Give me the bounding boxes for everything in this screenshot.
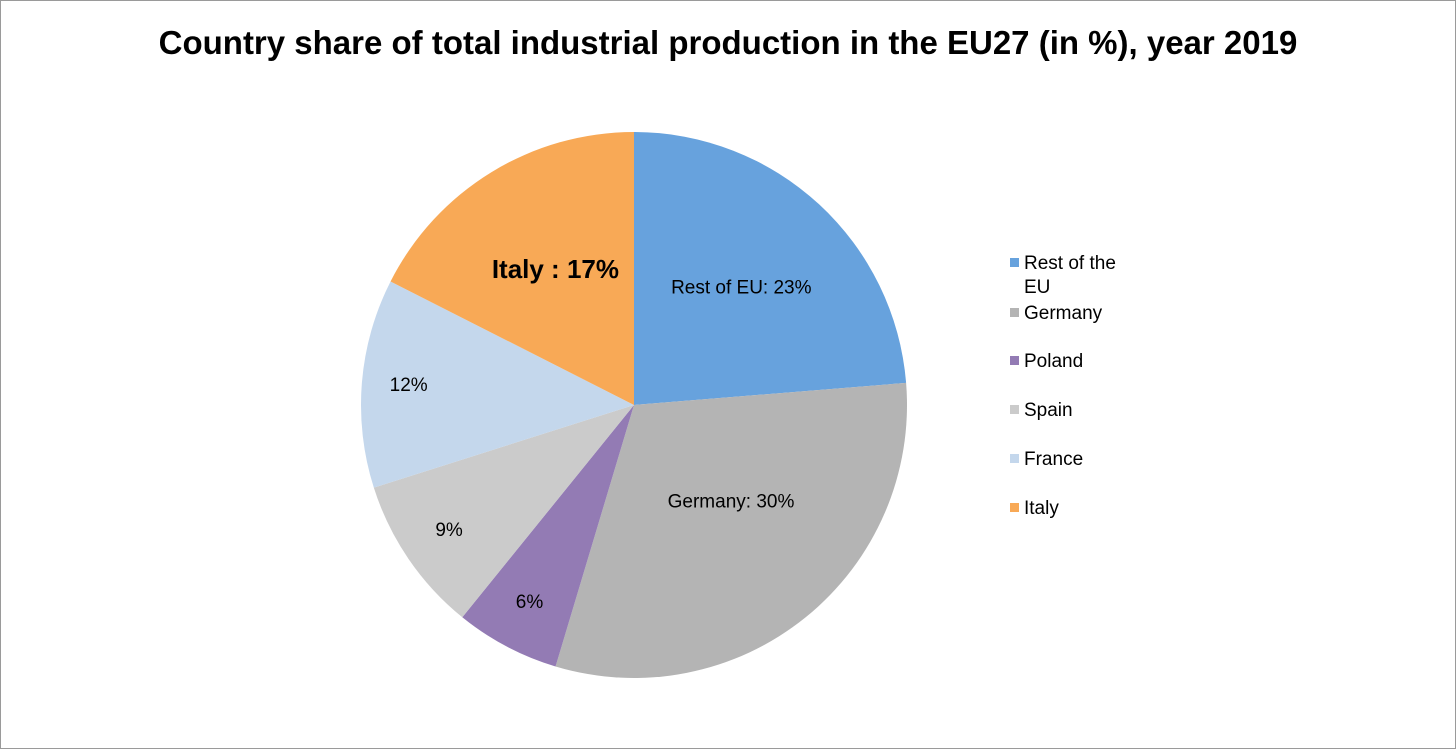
slice-label-germany: Germany: 30%	[668, 492, 795, 513]
pie-slice-germany	[555, 382, 908, 678]
legend-item-poland: Poland	[1010, 350, 1144, 374]
legend-item-italy: Italy	[1010, 497, 1144, 521]
legend-item-spain: Spain	[1010, 399, 1144, 423]
legend-item-germany: Germany	[1010, 302, 1144, 326]
legend-label: France	[1024, 449, 1084, 470]
legend-label: Germany	[1024, 303, 1103, 324]
legend-swatch	[1010, 308, 1019, 317]
chart-title: Country share of total industrial produc…	[158, 24, 1298, 61]
pie-slice-italy	[390, 131, 634, 405]
slice-label-france: 12%	[390, 375, 428, 396]
legend-label: Spain	[1024, 400, 1073, 421]
legend-swatch	[1010, 454, 1019, 463]
legend-swatch	[1010, 356, 1019, 365]
pie-slice-poland	[462, 405, 634, 667]
slice-label-rest-of-the-eu: Rest of EU: 23%	[671, 278, 812, 299]
legend-item-france: France	[1010, 448, 1144, 472]
legend-label: Rest of the EU	[1024, 253, 1116, 298]
slice-label-poland: 6%	[516, 592, 544, 613]
pie-slice-spain	[373, 405, 634, 618]
legend-item-rest-of-the-eu: Rest of the EU	[1010, 252, 1144, 300]
legend-swatch	[1010, 258, 1019, 267]
pie-slice-france	[360, 281, 634, 488]
legend-label: Italy	[1024, 498, 1059, 519]
legend-label: Poland	[1024, 351, 1084, 372]
legend-swatch	[1010, 405, 1019, 414]
pie-slice-rest-of-the-eu	[634, 132, 907, 405]
legend-swatch	[1010, 503, 1019, 512]
slice-label-italy: Italy : 17%	[492, 254, 619, 284]
slice-label-spain: 9%	[435, 520, 463, 541]
